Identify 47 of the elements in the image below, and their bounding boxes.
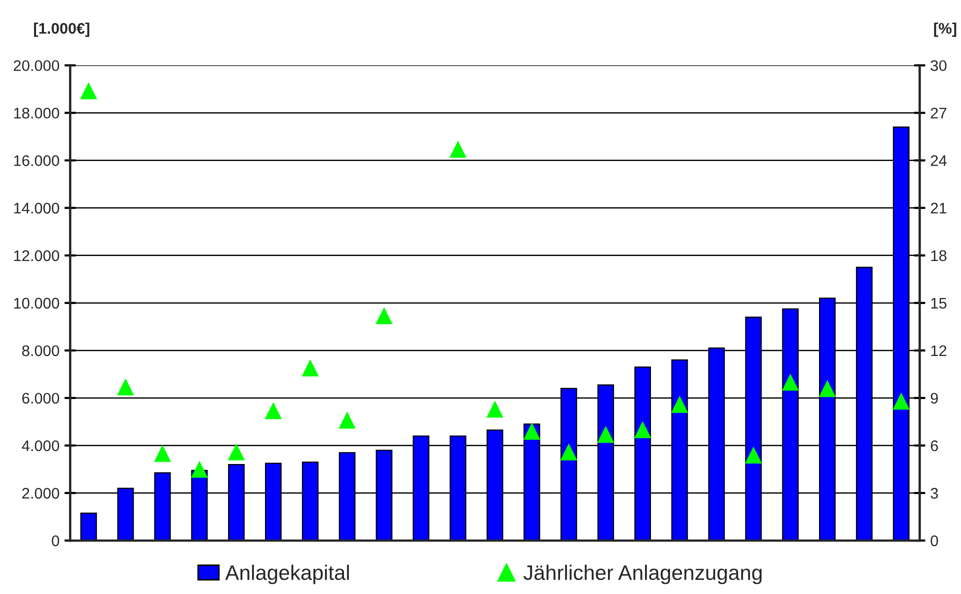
y2-tick-label: 24 xyxy=(930,155,947,166)
y-tick-label: 12.000 xyxy=(14,250,60,262)
point xyxy=(376,307,393,324)
y-tick-label: 6.000 xyxy=(22,392,60,404)
point xyxy=(634,421,652,438)
point xyxy=(449,140,466,158)
y2-tick-label: 3 xyxy=(930,488,938,499)
point xyxy=(782,374,799,391)
point xyxy=(228,443,245,460)
point xyxy=(80,82,98,100)
y-tick-label: 2.000 xyxy=(22,488,60,499)
point xyxy=(302,359,319,376)
point xyxy=(264,402,282,420)
point xyxy=(744,446,762,464)
y-tick-label: 18.000 xyxy=(14,108,60,119)
bar xyxy=(80,512,97,541)
legend-label: Jährlicher Anlagenzugang xyxy=(523,564,762,584)
point xyxy=(892,392,910,410)
point xyxy=(597,426,614,443)
y-axis-title: [1.000€] xyxy=(34,22,90,37)
y-tick-label: 8.000 xyxy=(22,345,60,356)
y2-tick-label: 9 xyxy=(930,392,938,404)
y-tick-label: 0 xyxy=(52,535,60,546)
point xyxy=(117,378,134,396)
y-tick-label: 4.000 xyxy=(22,440,60,452)
point xyxy=(154,444,171,462)
y-tick-label: 16.000 xyxy=(14,155,60,166)
y2-tick-label: 27 xyxy=(930,108,946,118)
y2-tick-label: 30 xyxy=(930,60,946,72)
y2-tick-label: 12 xyxy=(931,345,946,356)
y2-tick-label: 18 xyxy=(931,250,946,262)
y2-tick-label: 6 xyxy=(930,440,938,452)
y-tick-label: 10.000 xyxy=(14,298,60,309)
point xyxy=(338,412,356,429)
point xyxy=(523,422,540,440)
y2-axis-title: [%] xyxy=(934,22,956,37)
y-tick-label: 14.000 xyxy=(14,202,60,214)
y-tick-label: 20.000 xyxy=(14,60,60,72)
point xyxy=(560,443,578,460)
legend-label: Anlagekapital xyxy=(225,564,349,584)
point xyxy=(671,396,688,413)
point xyxy=(818,380,836,397)
y2-tick-label: 15 xyxy=(931,298,946,309)
point xyxy=(190,460,208,478)
y2-tick-label: 21 xyxy=(930,202,946,214)
point xyxy=(486,400,504,418)
y2-tick-label: 0 xyxy=(930,535,938,546)
